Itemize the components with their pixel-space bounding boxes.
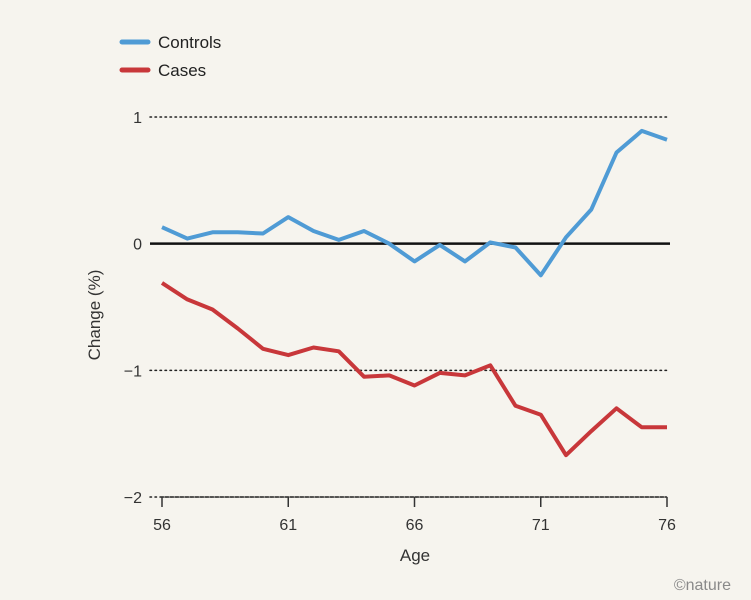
legend-label-cases: Cases [158, 61, 206, 80]
x-axis-title: Age [400, 546, 430, 565]
y-tick-label: −2 [124, 490, 142, 507]
legend: Controls Cases [119, 33, 221, 80]
y-tick-label: −1 [124, 363, 142, 380]
series-line-cases [160, 281, 667, 458]
series-line-controls [161, 128, 668, 278]
y-tick-label: 1 [133, 110, 142, 127]
grid [149, 116, 668, 498]
legend-label-controls: Controls [158, 33, 221, 52]
x-axis: 56 61 66 71 76 [153, 496, 676, 534]
series-lines [160, 128, 668, 458]
x-tick-label: 76 [658, 517, 676, 534]
y-axis-title: Change (%) [85, 270, 104, 361]
x-tick-label: 71 [532, 517, 550, 534]
x-tick-label: 56 [153, 517, 171, 534]
nature-credit: ©nature [674, 577, 731, 594]
y-axis: 1 0 −1 −2 [124, 110, 142, 507]
y-tick-label: 0 [133, 237, 142, 254]
x-tick-label: 61 [279, 517, 297, 534]
x-tick-label: 66 [406, 517, 424, 534]
